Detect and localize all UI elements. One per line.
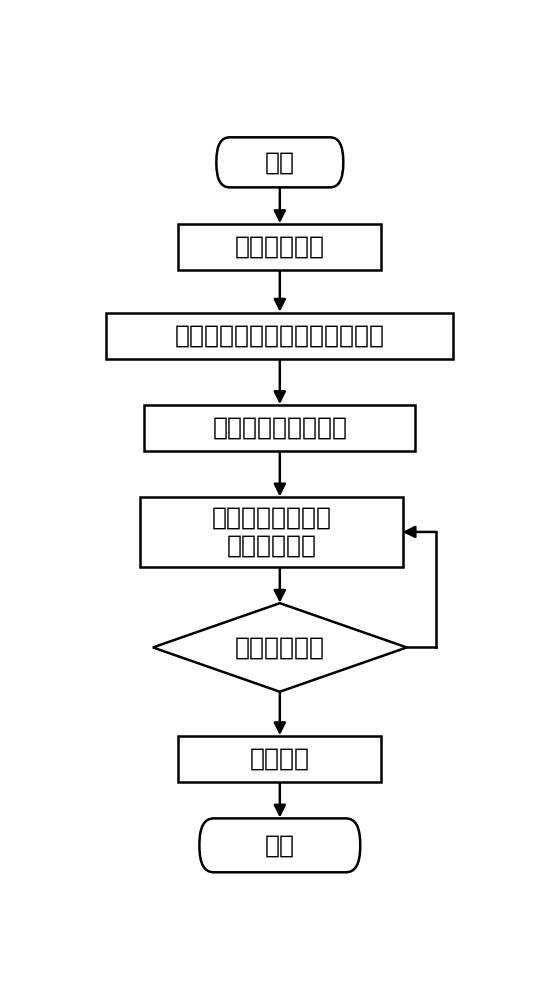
Bar — [144, 405, 416, 451]
Bar — [178, 736, 381, 782]
Bar — [140, 497, 402, 567]
Text: 以概率选择遗传算子: 以概率选择遗传算子 — [212, 416, 347, 440]
Text: 结果: 结果 — [265, 833, 295, 857]
Text: 开始: 开始 — [265, 150, 295, 174]
Text: 设定初始集群: 设定初始集群 — [235, 235, 325, 259]
Polygon shape — [153, 603, 407, 692]
Text: 是否满足条件: 是否满足条件 — [235, 635, 325, 659]
Text: 输出结果: 输出结果 — [250, 747, 310, 771]
Text: 初始计算每个个体的适应度种群: 初始计算每个个体的适应度种群 — [175, 324, 385, 348]
Text: 依次经过选择、交
叉、变异算子: 依次经过选择、交 叉、变异算子 — [211, 506, 331, 558]
FancyBboxPatch shape — [216, 137, 343, 187]
Bar — [106, 312, 453, 359]
Bar — [178, 224, 381, 270]
FancyBboxPatch shape — [199, 818, 360, 872]
